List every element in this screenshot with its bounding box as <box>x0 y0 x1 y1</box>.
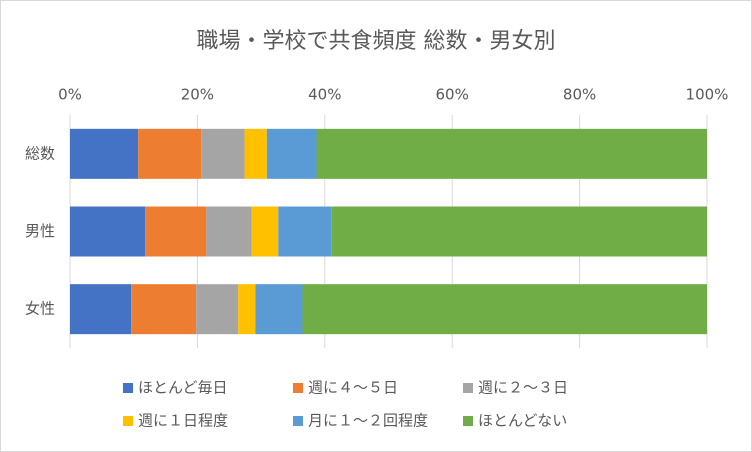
bar-segment <box>206 206 252 257</box>
legend-swatch <box>463 416 473 426</box>
x-tick-label: 60% <box>436 86 469 104</box>
x-tick-label: 0% <box>58 86 82 104</box>
x-tick-label: 40% <box>308 86 341 104</box>
y-tick-label: 女性 <box>25 300 55 318</box>
legend-label: 月に１～２回程度 <box>308 412 428 430</box>
bar-segment <box>316 128 707 179</box>
legend-label: 週に４～５日 <box>308 379 398 397</box>
bar-segment <box>70 206 146 257</box>
legend-swatch <box>293 416 303 426</box>
x-tick-label: 100% <box>686 86 729 104</box>
legend-swatch <box>123 383 133 393</box>
y-tick-label: 総数 <box>25 144 55 162</box>
chart-title: 職場・学校で共食頻度 総数・男女別 <box>197 29 556 54</box>
bar-segment <box>238 284 256 335</box>
legend-label: ほとんど毎日 <box>138 379 228 397</box>
bar-segment <box>244 128 267 179</box>
bar-segment <box>266 128 317 179</box>
legend-label: ほとんどない <box>478 412 567 430</box>
bar-segment <box>331 206 707 257</box>
legend-label: 週に１日程度 <box>138 412 228 430</box>
legend-swatch <box>463 383 473 393</box>
bar-segment <box>251 206 279 257</box>
bar-segment <box>131 284 197 335</box>
x-tick-label: 80% <box>563 86 596 104</box>
bar-segment <box>70 128 139 179</box>
legend-swatch <box>123 416 133 426</box>
bar-segment <box>145 206 207 257</box>
bar-segment <box>255 284 303 335</box>
legend-label: 週に２～３日 <box>478 379 568 397</box>
bar-segment <box>201 128 245 179</box>
bar-segment <box>196 284 239 335</box>
bar-segment <box>70 284 132 335</box>
y-tick-label: 男性 <box>25 222 55 240</box>
legend-swatch <box>293 383 303 393</box>
bar-segment <box>302 284 707 335</box>
bar-segment <box>278 206 332 257</box>
x-tick-label: 20% <box>181 86 214 104</box>
bar-segment <box>138 128 202 179</box>
